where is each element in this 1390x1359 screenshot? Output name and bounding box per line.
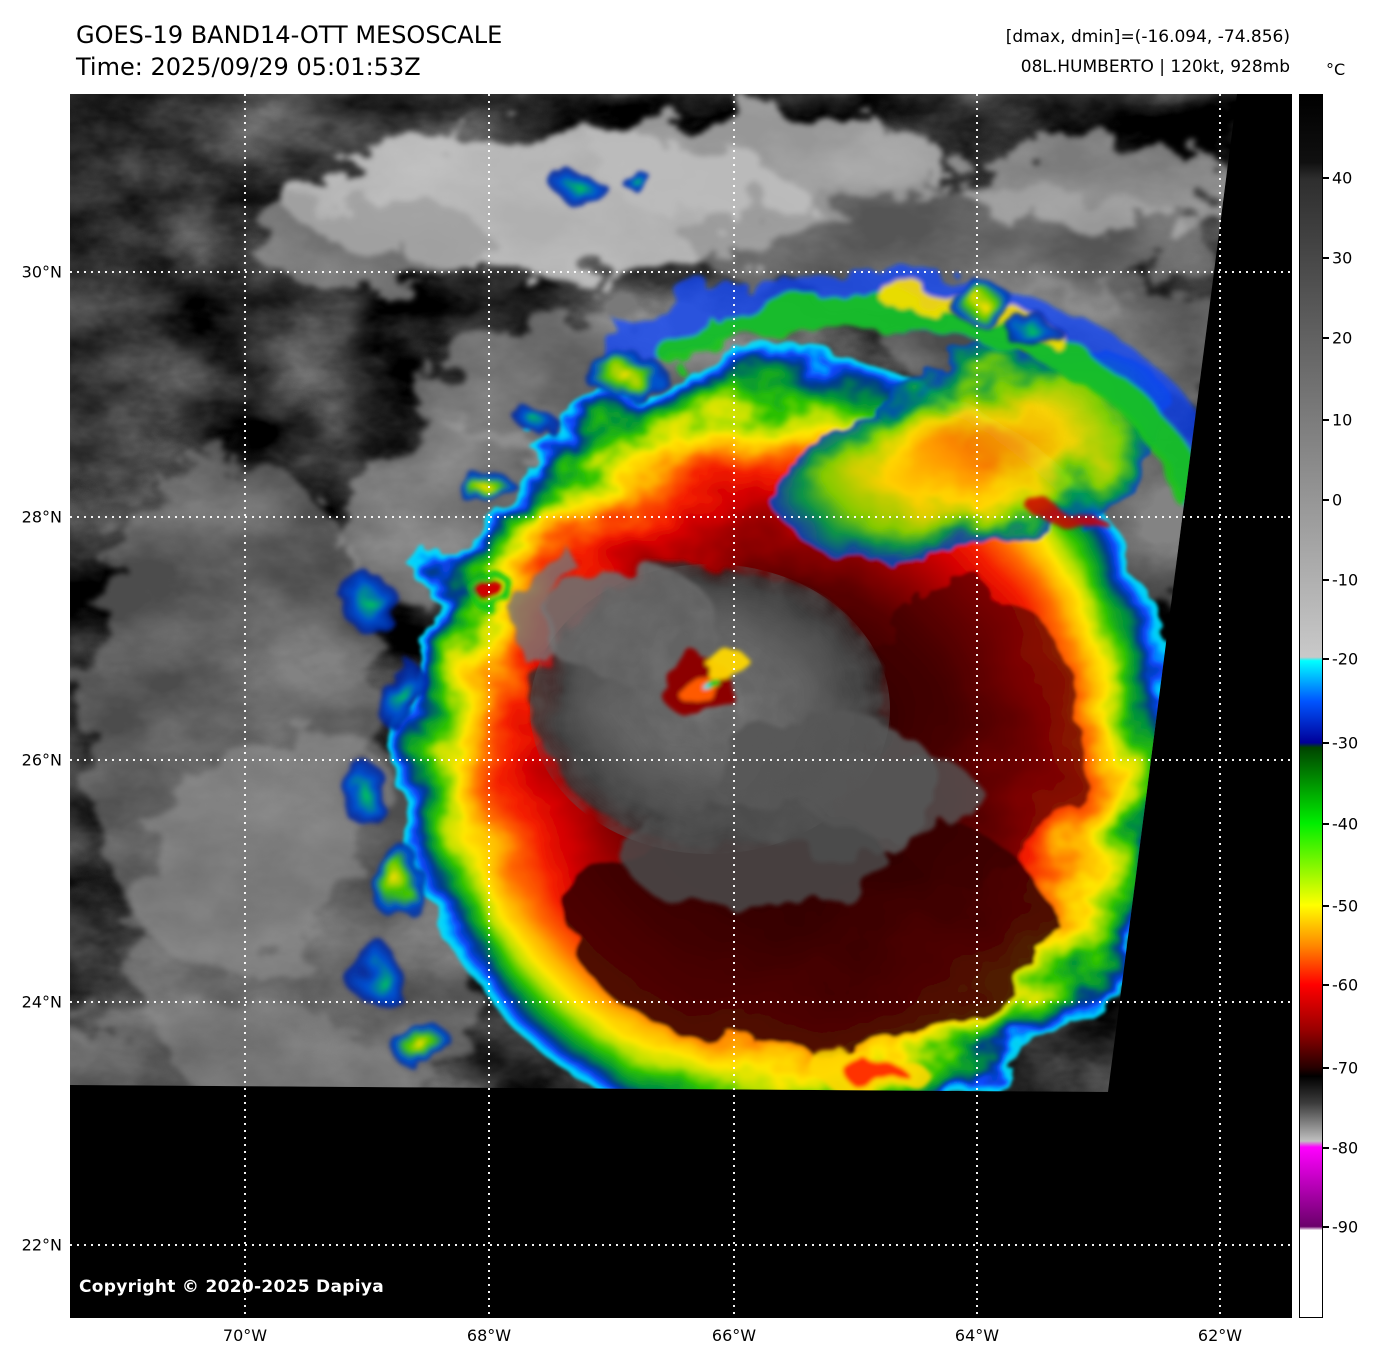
colorbar-tick-label: -50	[1332, 896, 1359, 915]
colorbar-tick-label: -10	[1332, 570, 1359, 590]
colorbar-tickmark	[1323, 822, 1329, 825]
colorbar	[1299, 94, 1323, 1318]
longitude-gridline	[976, 94, 978, 1318]
colorbar-tick-label: -60	[1332, 975, 1359, 995]
storm-info-label: 08L.HUMBERTO | 120kt, 928mb	[1020, 57, 1290, 77]
colorbar-tickmark	[1323, 904, 1329, 907]
latitude-gridline	[70, 516, 1292, 518]
colorbar-tickmark	[1323, 418, 1329, 421]
longitude-label: 64°W	[954, 1326, 1000, 1345]
colorbar-tickmark	[1323, 984, 1329, 987]
satellite-imagery	[70, 94, 1292, 1318]
colorbar-tick-label: -80	[1332, 1138, 1359, 1158]
map-panel: Copyright © 2020-2025 Dapiya	[70, 94, 1292, 1318]
longitude-gridline	[1219, 94, 1221, 1318]
longitude-gridline	[244, 94, 246, 1318]
colorbar-tick-label: -70	[1332, 1058, 1359, 1078]
colorbar-tickmark	[1323, 741, 1329, 744]
longitude-gridline	[488, 94, 490, 1318]
colorbar-tickmark	[1323, 499, 1329, 502]
colorbar-tick-label: -30	[1332, 733, 1359, 753]
colorbar-tick-label: 40	[1332, 168, 1353, 188]
longitude-label: 62°W	[1197, 1326, 1243, 1345]
colorbar-tickmark	[1323, 1226, 1329, 1229]
latitude-gridline	[70, 1001, 1292, 1003]
colorbar-tick-label: -90	[1332, 1217, 1359, 1237]
latitude-gridline	[70, 759, 1292, 761]
colorbar-unit-label: °C	[1326, 60, 1346, 79]
longitude-label: 70°W	[222, 1326, 268, 1345]
colorbar-tickmark	[1323, 658, 1329, 661]
dmax-dmin-readout: [dmax, dmin]=(-16.094, -74.856)	[1005, 27, 1290, 47]
timestamp-label: Time: 2025/09/29 05:01:53Z	[76, 53, 421, 81]
latitude-gridline	[70, 271, 1292, 273]
colorbar-tickmark	[1323, 1146, 1329, 1149]
latitude-label: 28°N	[21, 507, 62, 527]
colorbar-tick-label: 10	[1332, 410, 1353, 430]
colorbar-tick-label: 30	[1332, 248, 1353, 268]
colorbar-tickmark	[1323, 1067, 1329, 1070]
page-title: GOES-19 BAND14-OTT MESOSCALE	[76, 21, 503, 49]
colorbar-tickmark	[1323, 336, 1329, 339]
latitude-label: 24°N	[21, 992, 62, 1012]
colorbar-tickmark	[1323, 257, 1329, 260]
colorbar-tickmark	[1323, 177, 1329, 180]
longitude-label: 68°W	[466, 1326, 512, 1345]
copyright-text: Copyright © 2020-2025 Dapiya	[79, 1277, 384, 1297]
latitude-label: 26°N	[21, 750, 62, 770]
latitude-gridline	[70, 1244, 1292, 1246]
colorbar-tick-label: 0	[1332, 490, 1343, 510]
colorbar-tickmark	[1323, 578, 1329, 581]
colorbar-tick-label: 20	[1332, 328, 1353, 348]
colorbar-tick-label: -20	[1332, 649, 1359, 669]
longitude-label: 66°W	[711, 1326, 757, 1345]
latitude-label: 30°N	[21, 262, 62, 282]
latitude-label: 22°N	[21, 1235, 62, 1255]
longitude-gridline	[733, 94, 735, 1318]
colorbar-tick-label: -40	[1332, 814, 1359, 833]
